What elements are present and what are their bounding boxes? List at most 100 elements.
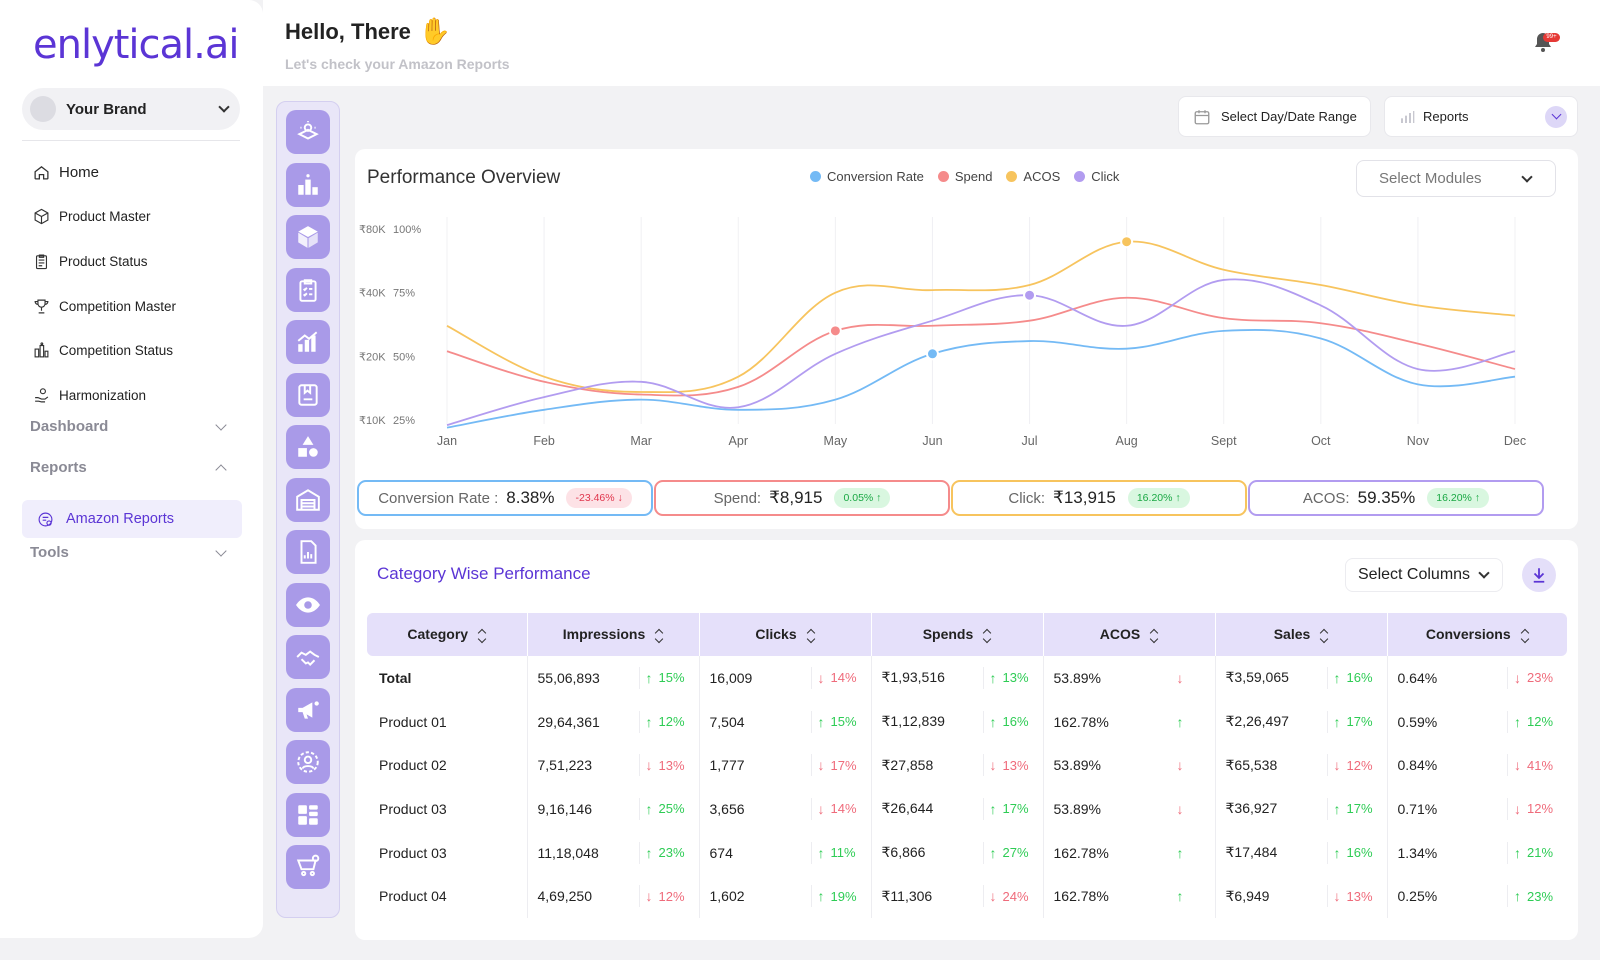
sidebar-item-label: Competition Status <box>59 343 174 359</box>
arrow-up-icon: ↑ <box>989 844 997 861</box>
legend-item-spend[interactable]: Spend <box>937 169 992 184</box>
column-header-sales[interactable]: Sales <box>1215 613 1388 656</box>
sidebar-section-reports[interactable]: Reports <box>30 459 227 476</box>
cell-impressions: 55,06,893 ↑ 15% <box>527 656 700 700</box>
rail-button-partners[interactable] <box>286 635 330 679</box>
sidebar-section-dashboard[interactable]: Dashboard <box>30 418 227 435</box>
sidebar-section-tools[interactable]: Tools <box>30 544 227 561</box>
series-marker-spend[interactable] <box>828 324 842 338</box>
table-row[interactable]: Product 03 9,16,146 ↑ 25% 3,656 ↓ 14% ₹26,644 ↑ 1… <box>367 787 1567 831</box>
arrow-up-icon: ↑ <box>1333 713 1341 730</box>
rail-button-campaigns[interactable] <box>286 687 330 732</box>
rail-button-leaderboard[interactable] <box>286 162 330 207</box>
cell-spends: ₹27,858 ↓ 13% <box>871 743 1044 788</box>
enlytical-logo[interactable]: enlytical.ai <box>33 22 240 68</box>
cell-value: ₹3,59,065 <box>1225 669 1289 686</box>
rail-button-visibility[interactable] <box>286 582 330 627</box>
series-marker-acos[interactable] <box>1120 235 1134 249</box>
table-row[interactable]: Product 01 29,64,361 ↑ 12% 7,504 ↑ 15% ₹1,12,83… <box>367 699 1567 744</box>
kpi-spend[interactable]: Spend: ₹8,915 0.05% ↑ <box>654 480 950 516</box>
cell-acos: 53.89% ↓ <box>1043 743 1216 788</box>
column-header-acos[interactable]: ACOS <box>1043 613 1216 656</box>
column-header-category[interactable]: Category <box>367 613 528 656</box>
select-columns-dropdown[interactable]: Select Columns <box>1345 558 1503 592</box>
cell-value: 0.64% <box>1397 669 1438 686</box>
series-marker-click[interactable] <box>1023 288 1037 302</box>
cell-value: 55,06,893 <box>537 669 600 686</box>
cell-value: 1,602 <box>709 888 745 905</box>
series-line-click[interactable] <box>446 278 1516 426</box>
cell-value: 0.71% <box>1397 800 1438 817</box>
cell-acos: 53.89% ↓ <box>1043 656 1216 700</box>
change-indicator: ↓ 13% <box>1326 885 1377 908</box>
arrow-up-icon: ↑ <box>1333 844 1341 861</box>
table-row[interactable]: Product 02 7,51,223 ↓ 13% 1,777 ↓ 17% ₹27,858 ↓ 1… <box>367 743 1567 788</box>
kpi-label: Spend: <box>713 489 762 507</box>
cell-clicks: 1,777 ↓ 17% <box>699 743 872 788</box>
rail-button-audience[interactable] <box>286 740 330 784</box>
sidebar-item-product-status[interactable]: Product Status <box>22 239 242 284</box>
column-header-conversions[interactable]: Conversions <box>1387 613 1567 656</box>
sidebar-item-harmonization[interactable]: Harmonization <box>22 373 242 418</box>
cell-value: 3,656 <box>709 800 745 817</box>
sidebar-item-amazon-reports[interactable]: Amazon Reports <box>22 500 242 538</box>
column-header-impressions[interactable]: Impressions <box>527 613 700 656</box>
cell-value: ₹6,866 <box>881 844 926 861</box>
cell-conversions: 0.84% ↓ 41% <box>1387 743 1567 787</box>
sidebar-item-competition-status[interactable]: Competition Status <box>22 328 242 373</box>
rail-button-shapes[interactable] <box>286 425 330 469</box>
series-line-acos[interactable] <box>446 240 1516 394</box>
select-modules-dropdown[interactable]: Select Modules <box>1356 160 1556 197</box>
cell-spends: ₹26,644 ↑ 17% <box>871 787 1044 831</box>
series-marker-conversion-rate[interactable] <box>925 347 939 361</box>
y-tick-left: ₹80K <box>359 224 386 236</box>
column-header-spends[interactable]: Spends <box>871 613 1044 656</box>
legend-item-click[interactable]: Click <box>1074 169 1119 184</box>
y-tick-left: ₹40K <box>359 288 386 300</box>
cell-clicks: 674 ↑ 11% <box>699 830 872 875</box>
sidebar-item-label: Amazon Reports <box>66 511 174 527</box>
change-indicator: ↓ 12% <box>1326 754 1377 777</box>
rail-button-settings[interactable] <box>286 845 330 889</box>
legend-item-conversion-rate[interactable]: Conversion Rate <box>810 169 924 184</box>
sidebar-item-product-master[interactable]: Product Master <box>22 195 242 240</box>
legend-dot <box>810 171 821 182</box>
rail-button-report[interactable] <box>286 530 330 574</box>
cell-value: ₹26,644 <box>881 800 934 817</box>
rail-button-dashboard[interactable] <box>286 792 330 837</box>
arrow-up-icon: ↑ <box>645 800 653 817</box>
kpi-conversion-rate[interactable]: Conversion Rate : 8.38% -23.46% ↓ <box>357 480 653 516</box>
rail-button-catalog[interactable] <box>286 372 330 417</box>
reports-dropdown[interactable]: Reports <box>1384 96 1578 137</box>
rail-button-growth[interactable] <box>286 320 330 364</box>
kpi-acos[interactable]: ACOS: 59.35% 16.20% ↑ <box>1248 480 1544 516</box>
series-line-spend[interactable] <box>446 296 1516 397</box>
arrow-down-icon: ↓ <box>1176 669 1184 686</box>
arrow-up-icon: ↑ <box>645 844 653 861</box>
download-button[interactable] <box>1522 558 1556 592</box>
legend-item-acos[interactable]: ACOS <box>1006 169 1060 184</box>
column-header-clicks[interactable]: Clicks <box>699 613 872 656</box>
table-row[interactable]: Product 04 4,69,250 ↓ 12% 1,602 ↑ 19% ₹11,306 ↓ 2… <box>367 874 1567 919</box>
table-row[interactable]: Total 55,06,893 ↑ 15% 16,009 ↓ 14% ₹1,93,516 ↑ 13… <box>367 656 1567 700</box>
table-row[interactable]: Product 03 11,18,048 ↑ 23% 674 ↑ 11% ₹6,866 ↑ 27%… <box>367 830 1567 875</box>
series-line-conversion-rate[interactable] <box>446 328 1516 429</box>
arrow-up-icon: ↑ <box>817 844 825 861</box>
cell-value: ₹11,306 <box>881 887 933 904</box>
x-tick-label: Apr <box>729 434 748 448</box>
brand-selector[interactable]: Your Brand <box>22 88 240 130</box>
y-tick-right: 25% <box>393 415 415 427</box>
rail-button-overview[interactable] <box>286 110 330 154</box>
date-range-button[interactable]: Select Day/Date Range <box>1178 96 1371 137</box>
growth-chart-icon <box>297 331 318 352</box>
kpi-click[interactable]: Click: ₹13,915 16.20% ↑ <box>951 480 1247 516</box>
rail-button-warehouse[interactable] <box>286 477 330 522</box>
cube-icon <box>298 226 318 248</box>
rail-button-checklist[interactable] <box>286 267 330 312</box>
rail-button-products[interactable] <box>286 215 330 259</box>
waving-hand-icon: ✋ <box>418 16 452 46</box>
sidebar-item-home[interactable]: Home <box>22 150 242 195</box>
sidebar-item-competition-master[interactable]: Competition Master <box>22 284 242 329</box>
cell-sales: ₹65,538 ↓ 12% <box>1215 743 1388 788</box>
sort-icon <box>655 629 663 643</box>
